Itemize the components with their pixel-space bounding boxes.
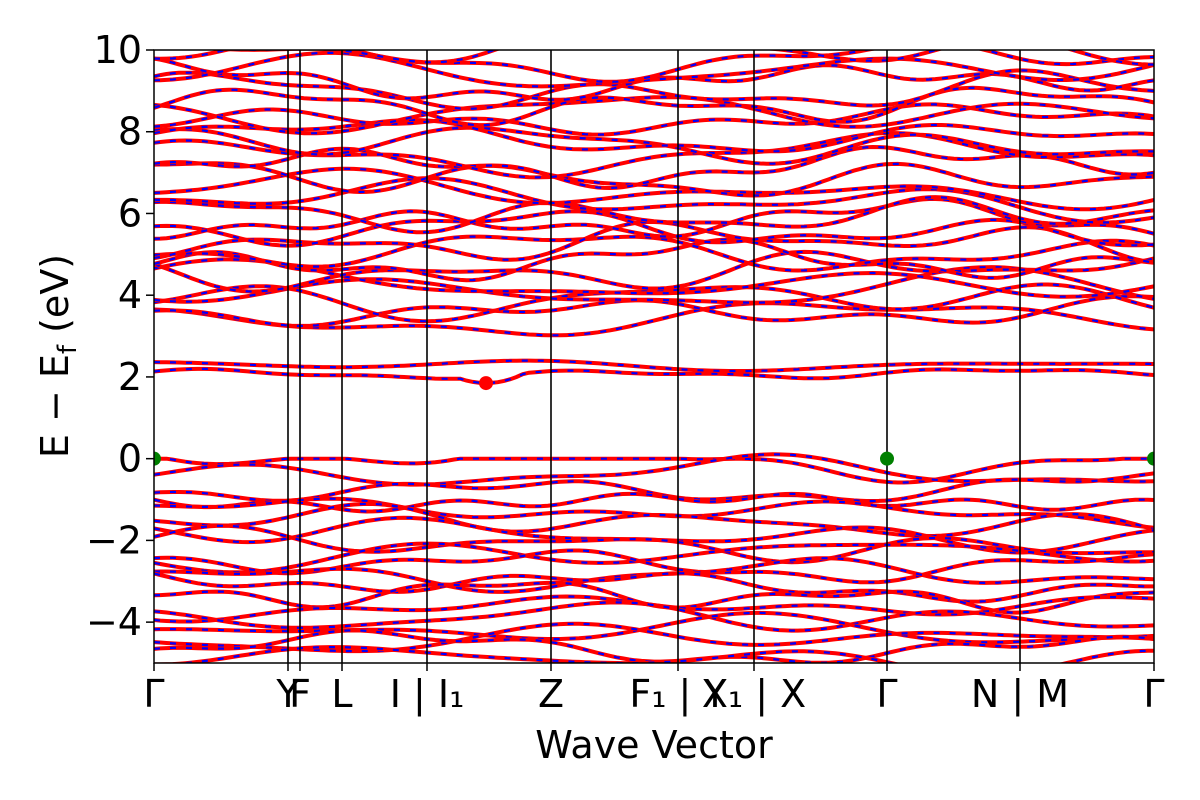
band-line-red: [154, 301, 1154, 338]
band-line-red: [154, 197, 1154, 241]
band-lines: [154, 50, 1154, 663]
band-line-red: [154, 234, 1154, 273]
band-line-red: [154, 523, 1154, 565]
x-tick-label: F₁ | Y: [629, 672, 727, 717]
cbm-marker: [479, 376, 493, 391]
band-line-red: [154, 491, 1154, 514]
vbm-marker: [1147, 451, 1154, 466]
y-tick-label: 10: [94, 28, 142, 72]
vbm-marker: [880, 451, 894, 466]
plot-frame: [153, 49, 1155, 664]
band-line-blue: [154, 611, 1154, 644]
band-line-red: [154, 209, 1154, 248]
band-edge-markers: [154, 376, 1154, 466]
y-tick-label: 8: [118, 110, 142, 154]
high-symmetry-lines: [287, 50, 1021, 663]
band-line-red: [154, 571, 1154, 604]
band-line-red: [211, 50, 1154, 67]
band-line-blue: [154, 622, 1154, 653]
band-line-blue: [154, 595, 1154, 623]
band-line-blue: [222, 50, 1154, 66]
band-line-red: [154, 102, 1154, 137]
band-line-red: [154, 501, 1154, 539]
y-axis-title: E − Ef (eV): [33, 254, 83, 458]
band-line-red: [154, 118, 1154, 154]
band-line-red: [154, 144, 1154, 191]
x-tick-label: Y: [275, 672, 300, 716]
x-tick-label: F: [289, 672, 311, 716]
y-tick-label: 0: [118, 437, 142, 481]
band-line-red: [154, 125, 1154, 166]
x-axis-title: Wave Vector: [535, 723, 773, 767]
band-line-red: [154, 195, 1154, 235]
band-line-red: [154, 50, 1154, 89]
band-line-red: [154, 600, 1154, 633]
band-line-red: [154, 541, 1154, 575]
band-line-blue: [154, 457, 1154, 484]
x-tick-label: Γ: [143, 672, 164, 716]
x-axis: Γ YF L I | I₁ Z F₁ | YX₁ | X Γ N | M Γ: [143, 663, 1165, 717]
band-line-red: [154, 166, 1154, 212]
band-line-blue: [154, 502, 1154, 538]
band-line-blue: [154, 367, 1154, 385]
band-line-red: [154, 282, 1154, 324]
band-line-blue: [154, 359, 1154, 373]
x-tick-label: X₁ | X: [702, 672, 806, 717]
y-axis: −4 −2 0 2 4 6 8 10: [86, 28, 154, 644]
band-line-blue: [154, 250, 1154, 293]
y-tick-label: −4: [86, 600, 142, 644]
x-tick-label: Z: [538, 672, 564, 716]
y-tick-label: −2: [86, 518, 142, 562]
band-line-red: [154, 176, 1154, 225]
x-tick-label: Γ: [876, 672, 897, 716]
vbm-marker: [154, 451, 161, 466]
y-tick-label: 4: [118, 273, 142, 317]
band-line-red: [154, 265, 1154, 305]
band-line-red: [154, 95, 1154, 136]
band-line-red: [154, 237, 1154, 283]
band-line-blue: [154, 162, 1154, 197]
x-tick-label: N | M: [971, 672, 1069, 717]
x-tick-label: L: [331, 672, 352, 716]
x-tick-label: Γ: [1143, 672, 1164, 716]
y-tick-label: 2: [118, 355, 142, 399]
x-tick-label: I | I₁: [390, 672, 465, 717]
y-tick-label: 6: [118, 191, 142, 235]
band-line-blue: [154, 497, 1154, 529]
band-line-blue: [154, 86, 1154, 127]
